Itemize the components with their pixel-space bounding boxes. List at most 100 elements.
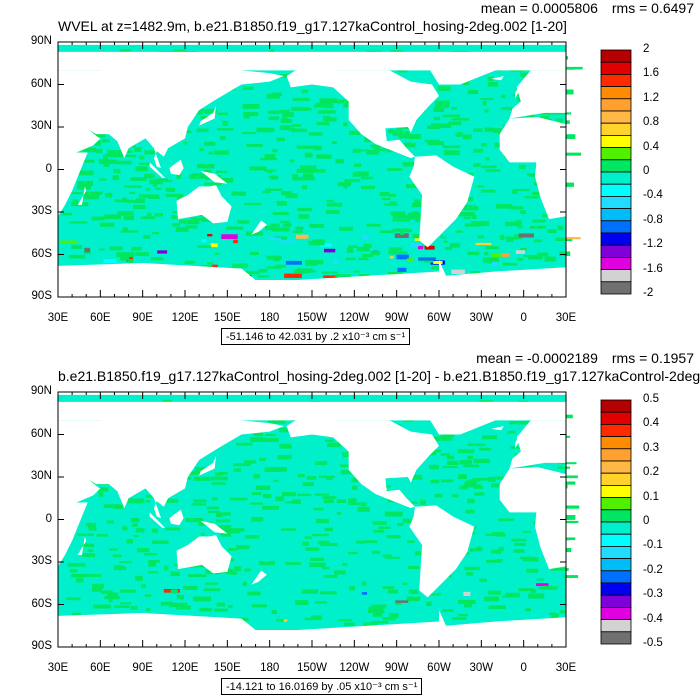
field-cell [339,226,353,231]
field-cell [297,207,313,212]
field-cell [268,62,280,66]
field-cell [275,264,286,268]
field-cell [221,177,234,183]
field-cell [373,250,378,255]
field-cell [440,235,446,239]
field-cell [443,426,449,430]
field-cell [265,410,277,416]
field-cell [526,466,533,471]
field-cell [561,520,567,526]
colorbar-label: -0.3 [643,588,663,601]
field-cell [241,132,256,135]
field-cell [475,242,492,246]
field-cell [78,90,88,95]
field-cell [439,435,451,439]
field-cell [279,428,289,433]
field-cell [190,419,196,423]
field-cell [372,550,381,554]
field-cell [296,234,309,239]
field-cell [305,547,320,551]
field-cell [113,152,126,156]
field-cell [139,162,151,165]
field-cell [563,548,572,553]
land-mask [200,170,228,184]
field-cell [534,448,544,453]
field-cell [358,274,370,279]
field-cell [458,614,468,617]
field-cell [189,439,202,445]
lon-label: 30W [469,312,494,324]
field-cell [277,240,296,243]
field-cell [58,267,74,272]
field-cell [368,414,375,418]
field-cell [390,424,402,429]
field-cell [113,566,127,571]
field-cell [501,262,518,266]
field-cell [67,103,75,106]
field-cell [96,479,109,485]
field-cell [396,254,409,260]
field-cell [182,141,188,145]
field-cell [216,128,234,131]
field-cell [277,456,290,460]
field-cell [262,190,271,194]
lon-label: 150E [213,662,241,674]
field-cell [300,176,315,181]
field-cell [335,158,344,164]
field-cell [340,470,354,475]
field-cell [432,210,445,215]
field-cell [351,485,358,490]
land-mask [58,410,284,519]
field-cell [242,581,247,586]
field-cell [535,118,553,122]
field-cell [272,212,289,215]
field-cell [191,53,210,59]
field-cell [364,137,372,143]
field-cell [123,215,134,221]
field-cell [100,222,115,227]
field-cell [302,482,314,487]
field-cell [97,487,109,492]
field-cell [252,491,262,496]
field-cell [231,191,246,196]
land-mask [58,125,88,217]
field-cell [541,192,549,197]
lon-label: 30E [555,662,577,674]
field-cell [173,269,188,272]
field-cell [158,55,170,58]
field-cell [466,206,479,211]
field-cell [83,250,91,254]
field-cell [72,480,81,484]
field-cell [520,556,533,560]
field-cell [284,273,302,279]
field-cell [266,266,282,269]
field-cell [421,244,434,248]
field-cell [137,475,147,478]
field-cell [194,541,213,546]
field-cell [58,524,66,529]
field-cell [557,225,564,231]
field-cell [304,617,323,621]
field-cell [370,604,387,609]
field-cell [375,75,390,79]
field-cell [304,536,312,539]
field-cell [106,87,117,91]
field-cell [510,67,524,72]
rms-value: rms = 0.1957 [611,350,694,366]
field-cell [216,513,223,518]
field-cell [310,557,325,561]
field-cell [459,69,472,74]
field-cell [264,467,282,472]
field-cell [461,204,476,210]
field-cell [379,230,395,234]
colorbar-swatch [600,423,632,437]
field-cell [71,573,87,578]
field-cell [474,492,485,496]
field-cell [518,588,535,592]
field-cell [151,231,159,235]
field-cell [407,442,424,445]
field-cell [411,110,425,113]
colorbar-label: -1.6 [643,262,663,275]
field-cell [406,261,425,266]
field-cell [387,168,403,171]
